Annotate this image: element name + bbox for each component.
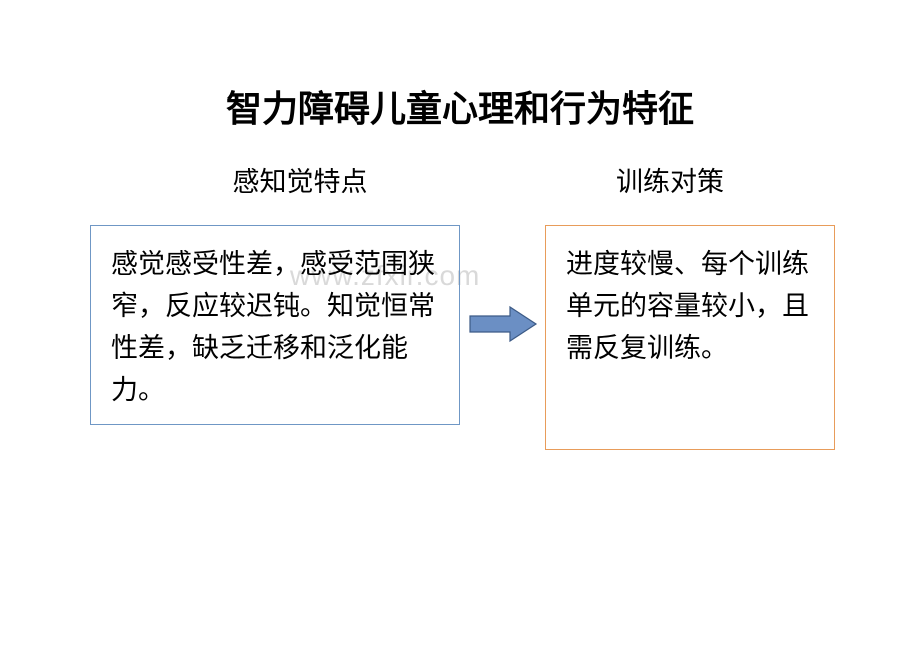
box-perception: 感觉感受性差，感受范围狭窄，反应较迟钝。知觉恒常性差，缺乏迁移和泛化能力。 <box>90 225 460 425</box>
arrow-right-icon <box>468 305 538 343</box>
box-training: 进度较慢、每个训练单元的容量较小，且需反复训练。 <box>545 225 835 450</box>
subheading-right: 训练对策 <box>560 160 780 199</box>
page-title: 智力障碍儿童心理和行为特征 <box>0 80 920 132</box>
subheading-left: 感知觉特点 <box>190 160 410 199</box>
